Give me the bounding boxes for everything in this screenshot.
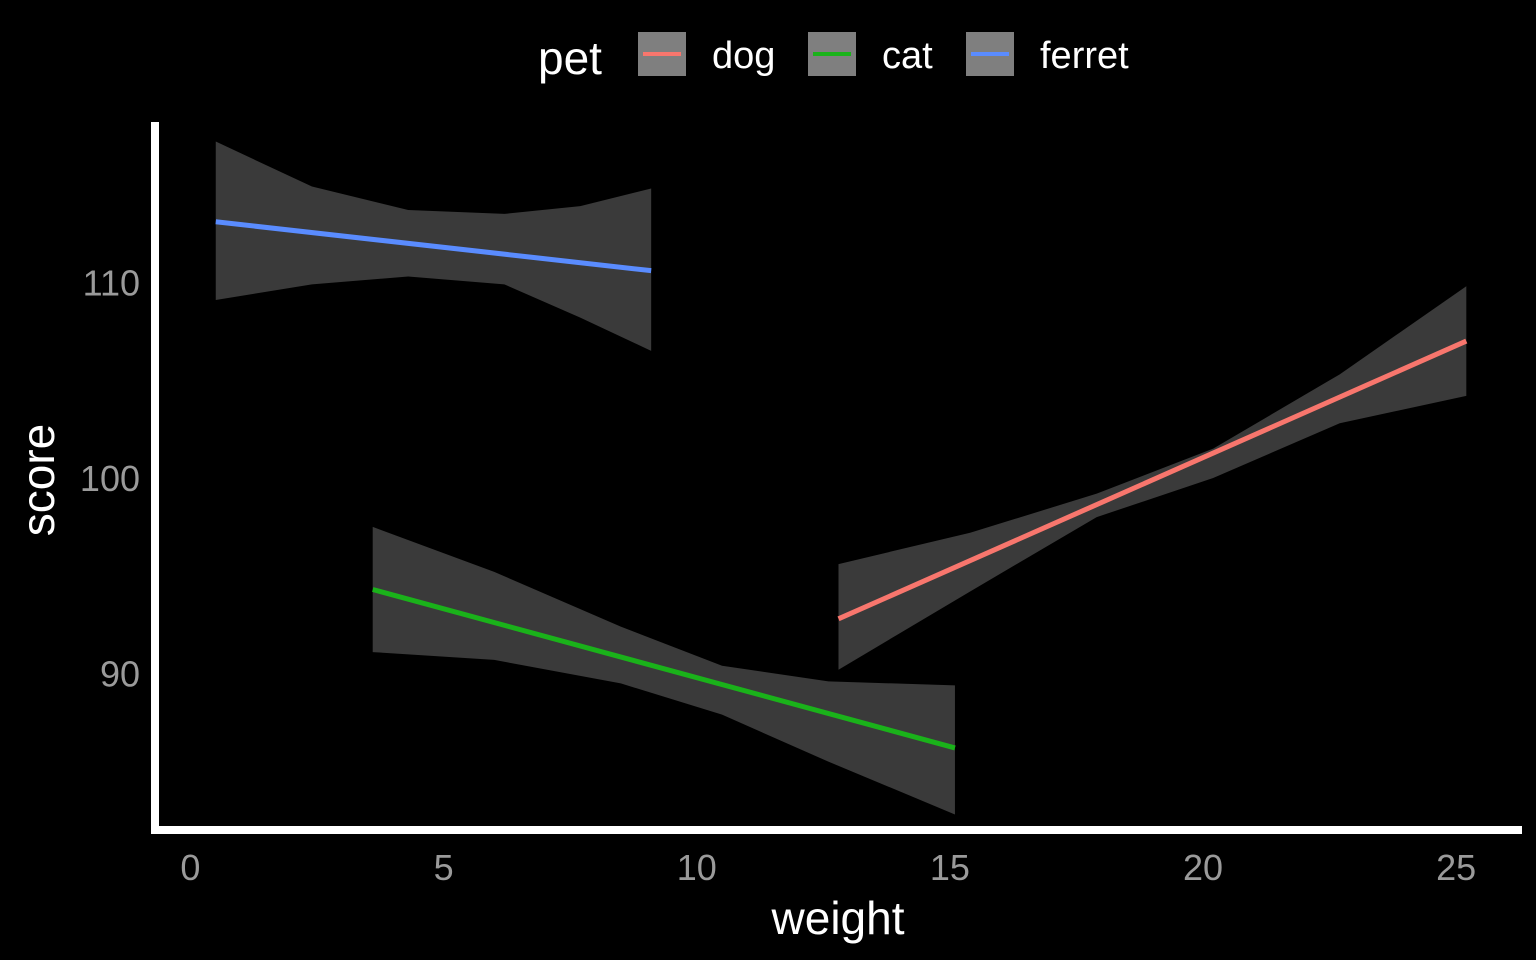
x-tick-labels: 0 5 10 15 20 25 <box>180 847 1476 888</box>
legend-label-dog: dog <box>712 35 775 77</box>
x-tick-label: 25 <box>1436 847 1476 888</box>
line-dog <box>837 338 1468 622</box>
y-axis-title: score <box>12 424 64 536</box>
legend-label-ferret: ferret <box>1040 35 1129 77</box>
series-lines <box>215 219 1468 751</box>
legend: pet dog cat ferret <box>538 32 1129 84</box>
y-tick-labels: 90 100 110 <box>80 262 140 694</box>
x-tick-label: 15 <box>930 847 970 888</box>
y-tick-label: 90 <box>100 654 140 695</box>
x-tick-label: 20 <box>1183 847 1223 888</box>
line-cat <box>372 587 956 751</box>
y-tick-label: 110 <box>83 262 140 303</box>
legend-label-cat: cat <box>882 35 933 77</box>
legend-title: pet <box>538 32 602 84</box>
legend-items: dog cat ferret <box>638 32 1129 77</box>
x-tick-label: 5 <box>434 847 454 888</box>
line-ferret <box>215 219 652 274</box>
x-axis-title: weight <box>771 892 905 944</box>
y-tick-label: 100 <box>80 458 140 499</box>
x-tick-label: 10 <box>677 847 717 888</box>
x-tick-label: 0 <box>180 847 200 888</box>
